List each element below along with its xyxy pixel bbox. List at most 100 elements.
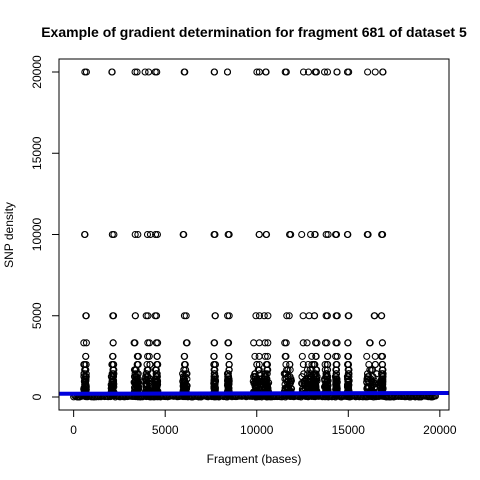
data-point bbox=[305, 312, 313, 320]
data-point bbox=[255, 312, 264, 320]
data-point bbox=[332, 339, 340, 347]
data-point bbox=[144, 366, 152, 374]
data-point bbox=[145, 339, 153, 347]
data-point bbox=[130, 339, 138, 347]
x-tick-label: 10000 bbox=[240, 423, 274, 437]
data-point bbox=[110, 380, 118, 388]
data-point bbox=[261, 339, 269, 347]
data-point bbox=[146, 230, 155, 239]
data-point bbox=[80, 378, 88, 386]
data-point bbox=[285, 312, 293, 320]
y-tick-label: 10000 bbox=[30, 217, 44, 251]
data-point bbox=[81, 68, 89, 76]
data-point bbox=[144, 312, 152, 320]
y-tick-label: 20000 bbox=[30, 55, 44, 89]
data-point bbox=[343, 68, 352, 76]
data-point bbox=[313, 339, 321, 347]
data-point bbox=[152, 230, 160, 239]
data-point bbox=[312, 381, 320, 389]
data-point bbox=[145, 352, 153, 360]
data-point bbox=[379, 68, 387, 76]
data-point bbox=[323, 68, 332, 76]
data-point bbox=[332, 366, 340, 374]
data-point bbox=[312, 68, 320, 76]
data-point bbox=[344, 230, 352, 239]
data-point bbox=[262, 68, 270, 76]
data-point bbox=[82, 339, 90, 347]
data-point bbox=[283, 312, 291, 320]
data-point bbox=[378, 366, 386, 374]
data-point bbox=[210, 352, 218, 360]
data-point bbox=[369, 378, 377, 386]
data-point bbox=[323, 339, 331, 347]
x-axis-label: Fragment (bases) bbox=[207, 452, 302, 466]
x-tick-label: 5000 bbox=[152, 423, 179, 437]
data-point bbox=[324, 230, 332, 239]
data-point bbox=[321, 366, 329, 374]
data-point bbox=[364, 68, 372, 76]
data-point bbox=[224, 370, 232, 378]
data-point bbox=[145, 379, 153, 387]
data-point bbox=[371, 352, 379, 360]
data-point bbox=[324, 366, 332, 374]
data-point bbox=[308, 352, 316, 360]
data-point bbox=[134, 230, 142, 239]
data-point bbox=[364, 230, 372, 239]
data-point bbox=[307, 230, 315, 239]
data-point bbox=[154, 339, 162, 347]
data-point bbox=[366, 339, 374, 347]
data-point bbox=[299, 312, 307, 320]
data-point bbox=[182, 312, 190, 320]
data-point bbox=[224, 312, 232, 320]
x-axis: 0 5000 10000 15000 20000 bbox=[70, 409, 457, 437]
y-axis: 0 5000 10000 15000 20000 bbox=[30, 55, 59, 400]
data-point bbox=[264, 384, 272, 392]
data-point bbox=[109, 352, 117, 360]
data-point bbox=[110, 230, 118, 239]
data-point bbox=[332, 230, 340, 239]
data-point bbox=[264, 312, 272, 320]
data-point bbox=[323, 312, 331, 320]
data-point bbox=[301, 381, 309, 389]
data-point bbox=[263, 352, 272, 360]
plot-frame bbox=[58, 58, 450, 411]
x-tick-label: 15000 bbox=[332, 423, 366, 437]
chart-title: Example of gradient determination for fr… bbox=[41, 24, 467, 40]
data-point bbox=[110, 312, 118, 320]
data-point bbox=[251, 352, 259, 360]
data-point bbox=[332, 352, 340, 360]
data-point bbox=[303, 339, 311, 347]
data-point bbox=[378, 360, 386, 369]
data-point bbox=[370, 312, 378, 320]
x-tick-label: 0 bbox=[70, 423, 77, 437]
data-point bbox=[363, 352, 371, 360]
data-point bbox=[179, 230, 187, 239]
data-point bbox=[333, 68, 341, 76]
data-point bbox=[109, 339, 117, 347]
data-point bbox=[333, 312, 341, 320]
data-point bbox=[299, 360, 307, 369]
data-point bbox=[183, 339, 191, 347]
data-point bbox=[261, 352, 269, 360]
data-point bbox=[303, 366, 311, 374]
data-point bbox=[223, 68, 232, 76]
data-point bbox=[145, 68, 153, 76]
data-point bbox=[80, 339, 88, 347]
data-point bbox=[324, 377, 332, 385]
data-point bbox=[286, 377, 295, 385]
data-point bbox=[141, 68, 149, 76]
x-tick-label: 20000 bbox=[423, 423, 457, 437]
data-point bbox=[131, 230, 139, 239]
data-point bbox=[312, 352, 320, 360]
data-point bbox=[310, 312, 318, 320]
data-point bbox=[211, 312, 219, 320]
data-point bbox=[344, 382, 352, 390]
data-point bbox=[370, 380, 379, 388]
data-point bbox=[153, 377, 161, 385]
data-point bbox=[181, 352, 189, 360]
data-point bbox=[282, 68, 290, 76]
data-points bbox=[70, 68, 440, 401]
data-point bbox=[153, 68, 161, 76]
data-point bbox=[211, 366, 219, 374]
